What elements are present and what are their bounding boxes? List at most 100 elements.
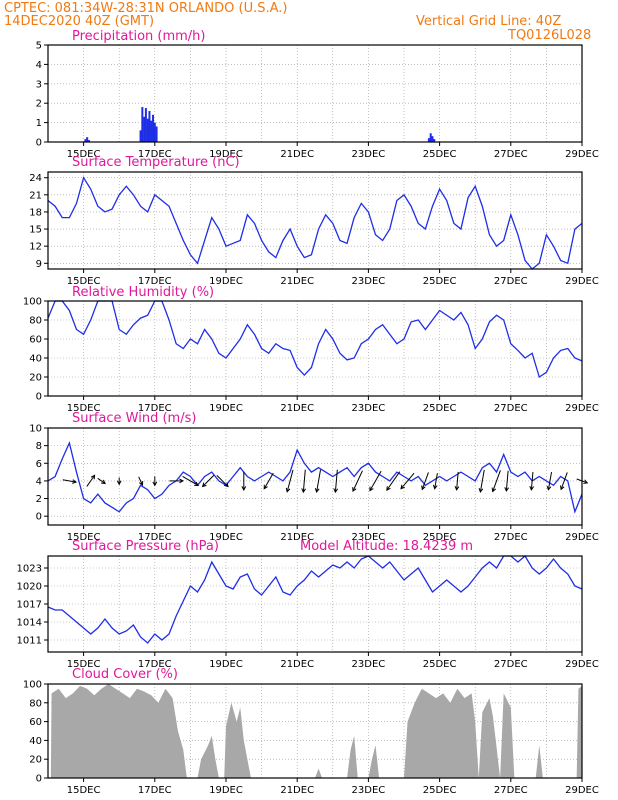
x-tick-label: 25DEC [423, 785, 457, 796]
precip-title: Precipitation (mm/h) [72, 29, 205, 44]
wind-arrow [492, 470, 501, 492]
x-tick-label: 21DEC [280, 785, 314, 796]
wind-arrow [434, 473, 438, 489]
y-tick-label: 2 [36, 99, 42, 110]
wind-arrow-head [583, 479, 589, 484]
y-tick-label: 0 [36, 512, 42, 523]
wind-arrow-head [152, 481, 158, 487]
wind-title: Surface Wind (m/s) [72, 411, 196, 426]
y-tick-label: 0 [36, 392, 42, 403]
x-tick-label: 23DEC [352, 659, 386, 670]
x-tick-label: 21DEC [280, 149, 314, 160]
x-tick-label: 29DEC [565, 149, 599, 160]
wind-arrow [547, 471, 553, 490]
wind-arrow-head [241, 486, 247, 491]
y-tick-label: 80 [29, 698, 42, 709]
x-tick-label: 29DEC [565, 785, 599, 796]
header-grid-note: Vertical Grid Line: 40Z [416, 14, 561, 29]
x-tick-label: 23DEC [352, 276, 386, 287]
wind-arrow [138, 476, 143, 486]
precip-bar [144, 108, 147, 142]
x-tick-label: 15DEC [67, 659, 101, 670]
wind-arrow [182, 475, 199, 486]
wind-arrow-head [491, 487, 497, 493]
x-tick-label: 21DEC [280, 532, 314, 543]
y-tick-label: 18 [29, 207, 42, 218]
x-tick-label: 15DEC [67, 403, 101, 414]
y-tick-label: 4 [36, 476, 42, 487]
x-tick-label: 17DEC [138, 785, 172, 796]
precip-frame [47, 44, 583, 143]
y-tick-label: 20 [29, 755, 42, 766]
header-date: 14DEC2020 40Z (GMT) [4, 14, 154, 29]
y-tick-label: 60 [29, 717, 42, 728]
wind-arrow-head [478, 488, 484, 494]
wind-arrow-head [369, 486, 374, 492]
wind-arrow [386, 471, 401, 491]
wind-arrow [97, 477, 106, 484]
x-tick-label: 17DEC [138, 149, 172, 160]
wind-panel: Surface Wind (m/s) 0 2 4 6 8 10 15DEC 17DEC 19DEC… [29, 411, 599, 543]
x-tick-label: 23DEC [352, 149, 386, 160]
humidity-panel: Relative Humidity (%) 0 20 40 60 80 100 15DEC 17… [23, 285, 599, 414]
y-tick-label: 9 [36, 259, 42, 270]
y-tick-label: 21 [29, 190, 42, 201]
wind-arrow-head [454, 486, 460, 491]
x-tick-label: 29DEC [565, 403, 599, 414]
y-tick-label: 6 [36, 459, 42, 470]
y-tick-label: 1023 [17, 564, 42, 575]
x-tick-label: 15DEC [67, 785, 101, 796]
wind-arrow [302, 469, 306, 493]
x-tick-label: 25DEC [423, 403, 457, 414]
x-tick-label: 27DEC [494, 403, 528, 414]
x-tick-label: 23DEC [352, 532, 386, 543]
x-tick-label: 19DEC [209, 149, 243, 160]
x-tick-label: 21DEC [280, 659, 314, 670]
cloud-title: Cloud Cover (%) [72, 667, 178, 682]
wind-arrow-head [194, 481, 200, 486]
x-tick-label: 19DEC [209, 785, 243, 796]
x-tick-label: 23DEC [352, 785, 386, 796]
x-tick-label: 17DEC [138, 659, 172, 670]
cloud-panel: Cloud Cover (%) 0 20 40 60 80 100 15DEC 17DEC 19D… [23, 667, 599, 796]
pressure-panel: Surface Pressure (hPa) 1011 1014 1017 1020 10… [17, 539, 599, 670]
precip-bar [155, 126, 158, 142]
pressure-line [47, 555, 583, 644]
wind-arrow [263, 472, 274, 489]
x-tick-label: 25DEC [423, 276, 457, 287]
cloud-frame [47, 683, 583, 779]
y-tick-label: 2 [36, 494, 42, 505]
precip-bar [152, 114, 155, 142]
wind-arrow-head [72, 479, 78, 484]
humidity-frame [47, 300, 583, 397]
precip-bar [433, 139, 436, 142]
pressure-frame [47, 555, 583, 653]
wind-arrow [286, 469, 294, 492]
wind-arrow [456, 471, 459, 490]
wind-arrow-head [400, 484, 405, 490]
x-tick-label: 29DEC [565, 276, 599, 287]
precip-bar [146, 118, 149, 142]
pressure-title: Surface Pressure (hPa) [72, 539, 219, 554]
humidity-title: Relative Humidity (%) [72, 285, 214, 300]
x-tick-label: 25DEC [423, 149, 457, 160]
wind-arrow [479, 469, 485, 493]
precip-bar [427, 138, 430, 142]
y-tick-label: 24 [29, 173, 42, 184]
y-tick-label: 40 [29, 736, 42, 747]
x-tick-label: 19DEC [209, 659, 243, 670]
y-tick-label: 60 [29, 335, 42, 346]
x-tick-label: 17DEC [138, 276, 172, 287]
y-tick-label: 4 [36, 60, 42, 71]
header-code: TQ0126L028 [507, 28, 591, 43]
y-tick-label: 1 [36, 118, 42, 129]
x-tick-label: 17DEC [138, 403, 172, 414]
wind-arrow-head [352, 487, 357, 493]
humidity-line [47, 300, 583, 379]
y-tick-label: 3 [36, 79, 42, 90]
precip-bar [143, 116, 146, 142]
x-tick-label: 25DEC [423, 532, 457, 543]
wind-arrow-head [421, 485, 426, 491]
x-tick-label: 27DEC [494, 659, 528, 670]
